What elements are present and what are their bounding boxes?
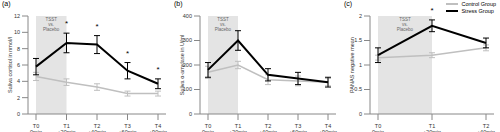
svg-text:T3+60min: T3+60min <box>289 123 307 132</box>
html-text:(b): (b) <box>174 0 183 7</box>
svg-text:300: 300 <box>182 37 192 44</box>
html-text:(c): (c) <box>344 0 353 7</box>
svg-text:*: * <box>430 6 433 15</box>
svg-text:100: 100 <box>182 86 192 93</box>
svg-text:4: 4 <box>17 78 20 84</box>
svg-text:0: 0 <box>189 111 192 117</box>
svg-text:*: * <box>126 49 129 58</box>
svg-text:400: 400 <box>183 13 192 19</box>
svg-text:T00min: T00min <box>30 123 42 132</box>
svg-text:1.5: 1.5 <box>354 37 362 43</box>
svg-text:PANAS negative mean: PANAS negative mean <box>349 37 355 93</box>
svg-text:8: 8 <box>17 46 20 52</box>
svg-text:T00min: T00min <box>372 123 384 132</box>
svg-text:T3+60min: T3+60min <box>118 123 136 132</box>
svg-text:*: * <box>65 19 68 28</box>
svg-text:T00min: T00min <box>202 123 214 132</box>
svg-text:T1+20min: T1+20min <box>57 123 75 132</box>
html-text:Stress Group: Stress Group <box>461 7 494 14</box>
html-text:(a): (a) <box>2 0 11 7</box>
svg-text:10: 10 <box>14 29 20 35</box>
svg-text:TSSTvs.Placebo: TSSTvs.Placebo <box>43 17 60 32</box>
svg-text:0.5: 0.5 <box>354 86 362 92</box>
svg-text:12: 12 <box>14 13 20 19</box>
svg-text:T1+20min: T1+20min <box>229 123 247 132</box>
html-text:Control Group: Control Group <box>461 1 496 7</box>
svg-text:TSSTvs.Placebo: TSSTvs.Placebo <box>397 17 414 32</box>
svg-text:T4+90min: T4+90min <box>149 123 167 132</box>
svg-text:T2+40min: T2+40min <box>259 123 277 132</box>
svg-text:*: * <box>156 65 159 74</box>
svg-text:0: 0 <box>359 111 362 117</box>
svg-text:T1+20min: T1+20min <box>423 123 441 132</box>
svg-text:6: 6 <box>17 62 20 68</box>
svg-text:1: 1 <box>359 62 362 68</box>
svg-text:*: * <box>95 22 98 31</box>
svg-text:Saliva cortisol in nmol/l: Saliva cortisol in nmol/l <box>8 37 13 93</box>
svg-text:0: 0 <box>17 111 20 117</box>
svg-text:200: 200 <box>182 62 192 68</box>
svg-text:T2+40min: T2+40min <box>88 123 106 132</box>
svg-text:2: 2 <box>17 95 20 101</box>
svg-text:T2+40min: T2+40min <box>477 123 492 132</box>
svg-text:TSSTvs.Placebo: TSSTvs.Placebo <box>215 17 232 32</box>
svg-text:2: 2 <box>359 13 362 19</box>
svg-text:T4+90min: T4+90min <box>319 123 337 132</box>
svg-text:Saliva α-amylase in U/ml: Saliva α-amylase in U/ml <box>179 35 185 96</box>
